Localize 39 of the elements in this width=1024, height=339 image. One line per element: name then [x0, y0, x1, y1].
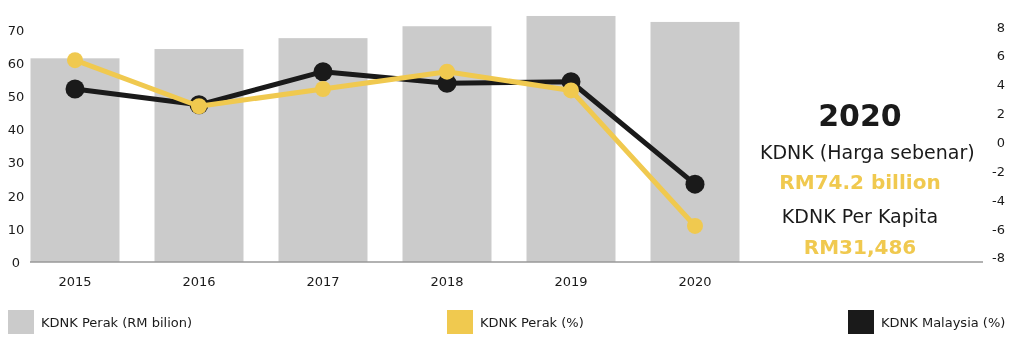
y-tick-label: 40 — [7, 122, 25, 138]
point — [687, 217, 703, 234]
x-tick-label: 2020 — [678, 274, 712, 289]
x-tick-label: 2016 — [182, 274, 216, 289]
y-tick-label: 20 — [7, 188, 25, 204]
y2-tick-label: 0 — [996, 134, 1005, 150]
legend-label: KDNK Perak (%) — [480, 314, 584, 330]
point — [65, 79, 85, 99]
y2-tick-label: 4 — [996, 77, 1005, 93]
y-tick-label: 10 — [7, 221, 25, 237]
y-tick-label: 30 — [7, 155, 25, 171]
annotation: KDNK (Harga sebenar) — [760, 141, 975, 164]
x-tick-label: 2019 — [554, 274, 588, 289]
legend-label: KDNK Perak (RM bilion) — [41, 314, 193, 330]
y-tick-label: 50 — [7, 89, 25, 105]
legend-label: KDNK Malaysia (%) — [881, 314, 1006, 330]
point — [315, 80, 331, 97]
y2-tick-label: -4 — [992, 192, 1005, 208]
y2-tick-label: 8 — [996, 19, 1005, 35]
y2-tick-label: 2 — [996, 106, 1005, 122]
y-tick-label: 70 — [7, 23, 25, 39]
y-tick-label: 60 — [7, 56, 25, 72]
y2-tick-label: -8 — [992, 250, 1005, 266]
annotation: KDNK Per Kapita — [780, 205, 940, 228]
annotation: RM31,486 — [802, 235, 918, 259]
annotation: RM74.2 billion — [778, 170, 942, 194]
y2-tick-label: -2 — [992, 163, 1005, 179]
annotation: 2020 — [817, 98, 903, 134]
x-tick-label: 2018 — [430, 274, 464, 289]
point — [67, 52, 83, 69]
point — [313, 62, 333, 82]
y-tick-label: 0 — [11, 254, 21, 270]
x-tick-label: 2015 — [58, 274, 92, 289]
y2-tick-label: 6 — [996, 48, 1005, 64]
x-tick-label: 2017 — [306, 274, 340, 289]
y2-tick-label: -6 — [992, 221, 1005, 237]
point — [563, 82, 579, 99]
point — [685, 174, 705, 194]
point — [439, 63, 455, 80]
